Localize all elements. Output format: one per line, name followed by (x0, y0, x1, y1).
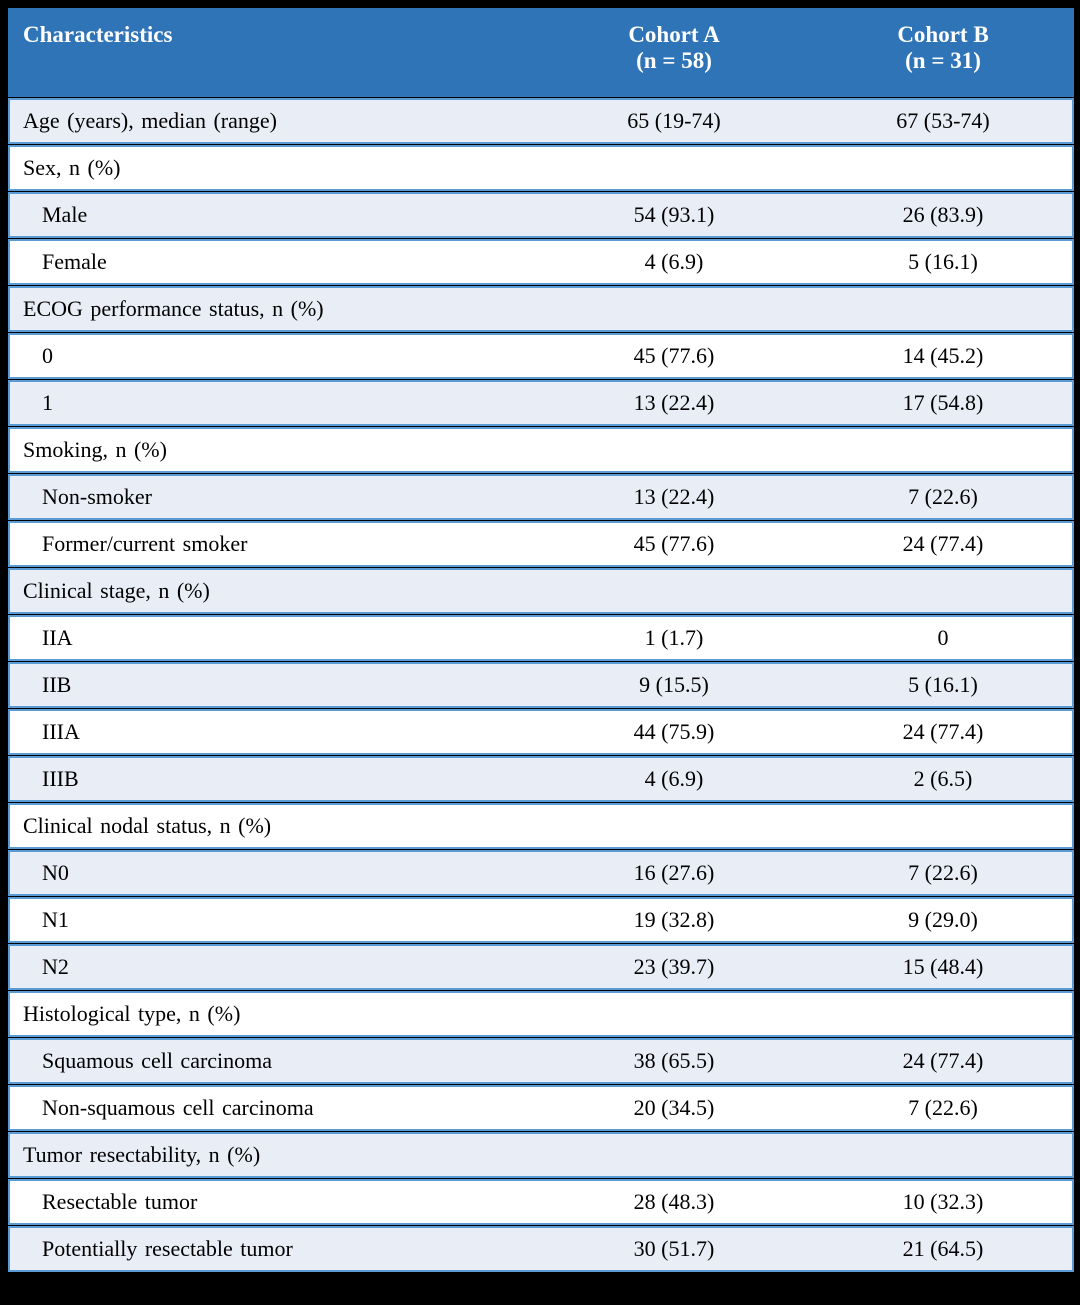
header-cohort-b-n: (n = 31) (905, 48, 981, 73)
table-row: Tumor resectability, n (%) (8, 1132, 1074, 1178)
cohort-b-value: 67 (53-74) (896, 108, 990, 133)
row-label: Histological type, n (%) (23, 1001, 241, 1026)
row-label: Squamous cell carcinoma (42, 1048, 273, 1073)
cohort-b-value: 14 (45.2) (902, 343, 984, 368)
table-row: Non-squamous cell carcinoma 20 (34.5) 7 (2… (8, 1085, 1074, 1131)
cohort-a-value: 16 (27.6) (633, 860, 715, 885)
table-row: Histological type, n (%) (8, 991, 1074, 1037)
table-row: Female 4 (6.9) 5 (16.1) (8, 239, 1074, 285)
cohort-b-value: 10 (32.3) (902, 1189, 984, 1214)
table-row: Clinical nodal status, n (%) (8, 803, 1074, 849)
table-row: IIIB 4 (6.9) 2 (6.5) (8, 756, 1074, 802)
row-label: Former/current smoker (42, 531, 248, 556)
cohort-b-value: 17 (54.8) (902, 390, 984, 415)
table-row: IIIA 44 (75.9) 24 (77.4) (8, 709, 1074, 755)
table-row: N1 19 (32.8) 9 (29.0) (8, 897, 1074, 943)
cohort-a-value: 20 (34.5) (633, 1095, 715, 1120)
row-label: N0 (42, 860, 69, 885)
header-cohort-a-label: Cohort A (628, 22, 720, 47)
row-label: Sex, n (%) (23, 155, 121, 180)
cohort-b-value: 21 (64.5) (902, 1236, 984, 1261)
row-label: IIB (42, 672, 72, 697)
cohort-a-value: 19 (32.8) (633, 907, 715, 932)
row-label: IIA (42, 625, 73, 650)
cohort-a-value: 13 (22.4) (633, 484, 715, 509)
row-label: 1 (42, 390, 53, 415)
cohort-a-value: 13 (22.4) (633, 390, 715, 415)
table-row: N0 16 (27.6) 7 (22.6) (8, 850, 1074, 896)
table-body: Age (years), median (range) 65 (19-74) 67 … (8, 98, 1074, 1272)
cohort-a-value: 4 (6.9) (644, 766, 704, 791)
row-label: Non-smoker (42, 484, 152, 509)
cohort-b-value: 5 (16.1) (908, 672, 978, 697)
cohort-b-value: 24 (77.4) (902, 1048, 984, 1073)
header-cohort-a: Cohort A (n = 58) (534, 10, 814, 73)
table-row: Resectable tumor 28 (48.3) 10 (32.3) (8, 1179, 1074, 1225)
table-header-row: Characteristics Cohort A (n = 58) Cohort… (8, 8, 1074, 97)
cohort-b-value: 7 (22.6) (908, 860, 978, 885)
cohort-b-value: 0 (937, 625, 949, 650)
cohort-b-value: 5 (16.1) (908, 249, 978, 274)
characteristics-table: Characteristics Cohort A (n = 58) Cohort… (8, 8, 1074, 1272)
table-row: IIB 9 (15.5) 5 (16.1) (8, 662, 1074, 708)
table-row: Non-smoker 13 (22.4) 7 (22.6) (8, 474, 1074, 520)
cohort-b-value: 15 (48.4) (902, 954, 984, 979)
row-label: Clinical stage, n (%) (23, 578, 210, 603)
cohort-a-value: 28 (48.3) (633, 1189, 715, 1214)
row-label: Potentially resectable tumor (42, 1236, 293, 1261)
row-label: N1 (42, 907, 69, 932)
header-cohort-a-n: (n = 58) (636, 48, 712, 73)
row-label: Tumor resectability, n (%) (23, 1142, 261, 1167)
row-label: Age (years), median (range) (23, 108, 277, 133)
cohort-a-value: 65 (19-74) (627, 108, 721, 133)
cohort-a-value: 30 (51.7) (633, 1236, 715, 1261)
cohort-a-value: 9 (15.5) (639, 672, 709, 697)
table-row: IIA 1 (1.7) 0 (8, 615, 1074, 661)
row-label: Clinical nodal status, n (%) (23, 813, 272, 838)
cohort-a-value: 54 (93.1) (633, 202, 715, 227)
row-label: Male (42, 202, 88, 227)
row-label: Non-squamous cell carcinoma (42, 1095, 314, 1120)
table-row: N2 23 (39.7) 15 (48.4) (8, 944, 1074, 990)
header-cohort-b: Cohort B (n = 31) (814, 10, 1072, 73)
table-row: ECOG performance status, n (%) (8, 286, 1074, 332)
cohort-a-value: 45 (77.6) (633, 343, 715, 368)
row-label: Smoking, n (%) (23, 437, 167, 462)
table-row: Male 54 (93.1) 26 (83.9) (8, 192, 1074, 238)
table-row: Age (years), median (range) 65 (19-74) 67 … (8, 98, 1074, 144)
row-label: IIIA (42, 719, 80, 744)
cohort-b-value: 24 (77.4) (902, 719, 984, 744)
cohort-a-value: 45 (77.6) (633, 531, 715, 556)
table-row: Potentially resectable tumor 30 (51.7) 21 … (8, 1226, 1074, 1272)
table-row: Clinical stage, n (%) (8, 568, 1074, 614)
cohort-a-value: 4 (6.9) (644, 249, 704, 274)
table-row: Squamous cell carcinoma 38 (65.5) 24 (77.4… (8, 1038, 1074, 1084)
row-label: ECOG performance status, n (%) (23, 296, 324, 321)
cohort-a-value: 1 (1.7) (644, 625, 704, 650)
row-label: Resectable tumor (42, 1189, 198, 1214)
header-cohort-b-label: Cohort B (897, 22, 989, 47)
table-row: 1 13 (22.4) 17 (54.8) (8, 380, 1074, 426)
cohort-b-value: 26 (83.9) (902, 202, 984, 227)
cohort-a-value: 23 (39.7) (633, 954, 715, 979)
header-characteristics: Characteristics (23, 22, 173, 47)
cohort-a-value: 38 (65.5) (633, 1048, 715, 1073)
row-label: 0 (42, 343, 53, 368)
cohort-a-value: 44 (75.9) (633, 719, 715, 744)
table-row: Smoking, n (%) (8, 427, 1074, 473)
cohort-b-value: 7 (22.6) (908, 484, 978, 509)
table-row: 0 45 (77.6) 14 (45.2) (8, 333, 1074, 379)
cohort-b-value: 2 (6.5) (913, 766, 973, 791)
cohort-b-value: 7 (22.6) (908, 1095, 978, 1120)
table-row: Sex, n (%) (8, 145, 1074, 191)
row-label: Female (42, 249, 107, 274)
row-label: IIIB (42, 766, 79, 791)
table-row: Former/current smoker 45 (77.6) 24 (77.4) (8, 521, 1074, 567)
cohort-b-value: 24 (77.4) (902, 531, 984, 556)
row-label: N2 (42, 954, 69, 979)
cohort-b-value: 9 (29.0) (908, 907, 978, 932)
